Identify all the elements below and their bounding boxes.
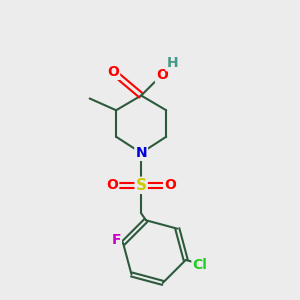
Text: S: S — [136, 178, 147, 193]
Text: Cl: Cl — [193, 258, 207, 272]
Text: N: N — [135, 146, 147, 160]
Text: O: O — [106, 178, 118, 192]
Text: H: H — [166, 56, 178, 70]
Text: O: O — [107, 65, 119, 79]
Text: O: O — [164, 178, 176, 192]
Text: F: F — [111, 233, 121, 247]
Text: O: O — [156, 68, 168, 82]
